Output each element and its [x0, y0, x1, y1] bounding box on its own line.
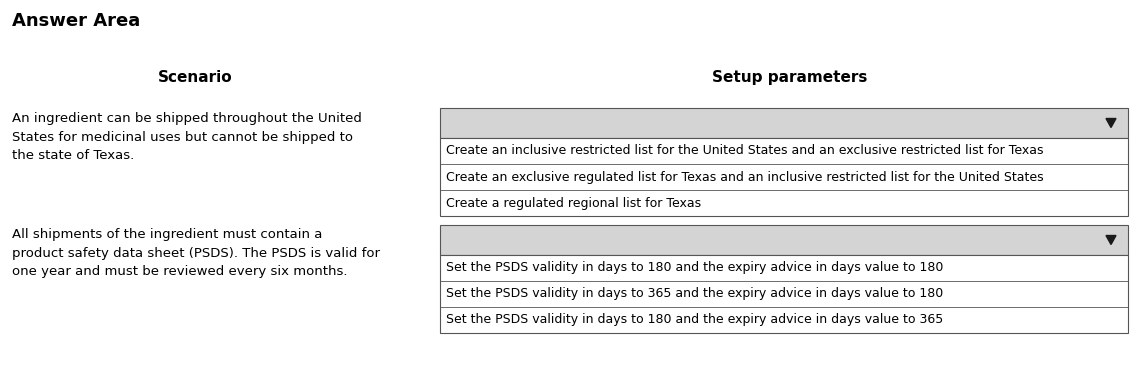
- Polygon shape: [1106, 118, 1116, 128]
- Text: An ingredient can be shipped throughout the United
States for medicinal uses but: An ingredient can be shipped throughout …: [13, 112, 361, 162]
- Text: Scenario: Scenario: [157, 70, 233, 85]
- Text: Set the PSDS validity in days to 180 and the expiry advice in days value to 365: Set the PSDS validity in days to 180 and…: [446, 314, 943, 327]
- Bar: [440, 108, 1127, 138]
- Text: Set the PSDS validity in days to 180 and the expiry advice in days value to 180: Set the PSDS validity in days to 180 and…: [446, 262, 944, 275]
- Text: Create an exclusive regulated list for Texas and an inclusive restricted list fo: Create an exclusive regulated list for T…: [446, 170, 1043, 183]
- Text: All shipments of the ingredient must contain a
product safety data sheet (PSDS).: All shipments of the ingredient must con…: [13, 228, 380, 278]
- Text: Set the PSDS validity in days to 365 and the expiry advice in days value to 180: Set the PSDS validity in days to 365 and…: [446, 288, 943, 301]
- Text: Create a regulated regional list for Texas: Create a regulated regional list for Tex…: [446, 196, 701, 209]
- Bar: [440, 255, 1127, 333]
- Text: Create an inclusive restricted list for the United States and an exclusive restr: Create an inclusive restricted list for …: [446, 144, 1043, 157]
- Text: Setup parameters: Setup parameters: [712, 70, 868, 85]
- Bar: [440, 225, 1127, 255]
- Text: Answer Area: Answer Area: [13, 12, 140, 30]
- Polygon shape: [1106, 235, 1116, 244]
- Bar: [440, 138, 1127, 216]
